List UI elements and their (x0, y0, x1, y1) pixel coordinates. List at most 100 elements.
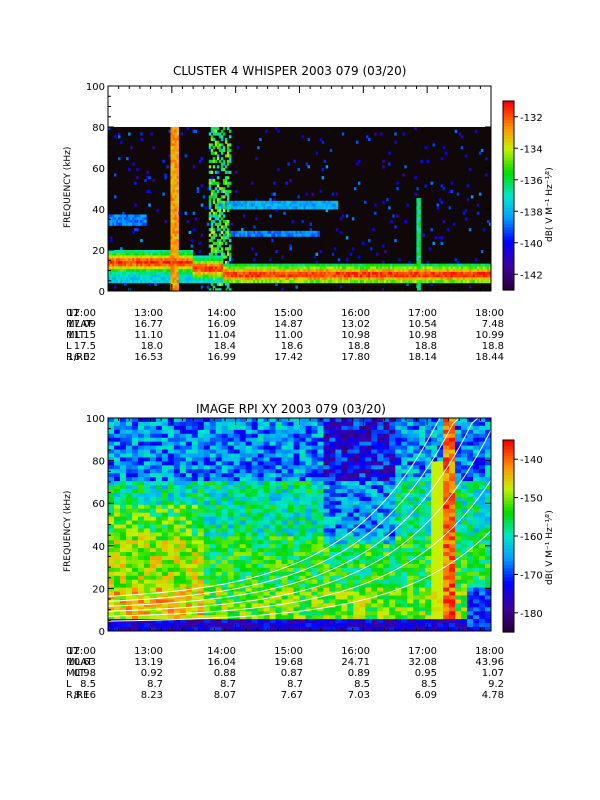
panel2-cell (209, 504, 217, 510)
panel2-cell (221, 611, 229, 616)
panel1-cell (309, 266, 312, 270)
panel1-cell (454, 129, 458, 133)
panel1-cell (418, 280, 421, 284)
panel1-cell (307, 277, 310, 281)
panel2-cell (281, 587, 288, 592)
panel1-cell (140, 222, 143, 226)
panel1-cell (241, 280, 244, 284)
panel1-cell (118, 277, 121, 281)
panel2-cell (137, 485, 145, 490)
panel2-cell (215, 453, 223, 458)
panel2-cell (119, 425, 127, 431)
panel1-cell (349, 263, 353, 267)
panel2-cell (125, 552, 133, 557)
panel1-cell (448, 189, 452, 193)
panel2-cell (108, 615, 115, 620)
panel2-cell (113, 619, 121, 624)
panel1-cell (394, 269, 397, 273)
panel2-cell (311, 607, 318, 612)
panel2-cell (119, 477, 127, 482)
colorbar-swatch (503, 164, 514, 168)
panel1-cell (273, 280, 276, 284)
panel1-cell (406, 203, 409, 207)
panel2-cell (155, 595, 163, 600)
panel1-cell (126, 269, 129, 273)
panel1-cell (245, 266, 248, 270)
panel1-cell (220, 266, 224, 270)
panel2-cell (281, 567, 288, 573)
colorbar-swatch (503, 157, 514, 162)
panel1-cell (311, 269, 315, 273)
panel2-cell (125, 599, 133, 604)
panel2-cell (239, 485, 247, 490)
panel1-cell (176, 195, 179, 199)
panel1-cell (370, 269, 373, 273)
panel1-cell (359, 280, 363, 284)
panel1-cell (341, 277, 345, 281)
panel2-cell (275, 544, 282, 549)
panel1-cell (239, 280, 242, 284)
panel1-cell (128, 255, 131, 259)
panel2-cell (257, 556, 264, 561)
panel2-cell (317, 587, 324, 592)
colorbar-swatch (503, 119, 514, 124)
panel2-cell (221, 579, 229, 585)
panel2-cell (191, 425, 199, 431)
panel2-cell (305, 500, 312, 506)
panel2-cell (311, 437, 318, 443)
panel1-cell (452, 263, 456, 267)
panel2-cell (131, 540, 139, 545)
panel2-cell (215, 599, 223, 604)
panel1-cell (228, 247, 232, 251)
panel1-cell (357, 255, 361, 259)
panel2-cell (209, 425, 217, 431)
panel1-cell (188, 280, 192, 284)
panel1-cell (396, 277, 399, 281)
panel1-cell (392, 280, 395, 284)
panel1-cell (319, 203, 323, 207)
panel1-cell (416, 219, 419, 224)
panel2-cell (108, 465, 115, 470)
panel2-cell (245, 540, 253, 545)
panel1-cell (216, 266, 220, 270)
colorbar-swatch (503, 151, 514, 156)
panel1-cell (261, 200, 264, 204)
panel1-cell (247, 200, 250, 204)
panel1-cell (259, 200, 262, 204)
panel1-cell (170, 217, 173, 221)
panel2-cell (245, 418, 253, 423)
panel1-cell (174, 137, 177, 142)
panel1-cell (174, 255, 177, 259)
panel1-cell (416, 200, 419, 204)
panel2-cell (131, 516, 139, 521)
panel1-cell (273, 203, 276, 207)
panel2-cell (299, 611, 306, 616)
panel1-cell (150, 266, 153, 270)
panel2-cell (137, 591, 145, 596)
panel1-cell (112, 217, 115, 221)
panel2-cell (143, 500, 151, 506)
panel1-cell (184, 252, 188, 256)
panel2-cell (311, 540, 318, 545)
panel2-cell (317, 418, 324, 423)
panel1-cell (210, 181, 214, 185)
panel2-cell (269, 536, 276, 541)
panel1-cell (402, 263, 405, 267)
panel1-cell (255, 271, 258, 275)
panel1-cell (458, 266, 462, 270)
panel2-cell (287, 619, 294, 624)
colorbar-swatch (503, 201, 514, 206)
panel1-cell (142, 263, 145, 267)
panel2-cell (317, 528, 324, 533)
panel1-cell (319, 206, 323, 210)
panel2-cell (305, 536, 312, 541)
panel1-cell (299, 206, 302, 210)
panel2-cell (203, 418, 211, 423)
panel2-cell (317, 445, 324, 450)
panel2-cell (143, 520, 151, 525)
panel1-cell (287, 162, 290, 166)
panel1-cell (412, 280, 415, 284)
panel2-cell (263, 623, 270, 628)
panel2-cell (329, 611, 336, 616)
panel1-cell (220, 135, 224, 139)
